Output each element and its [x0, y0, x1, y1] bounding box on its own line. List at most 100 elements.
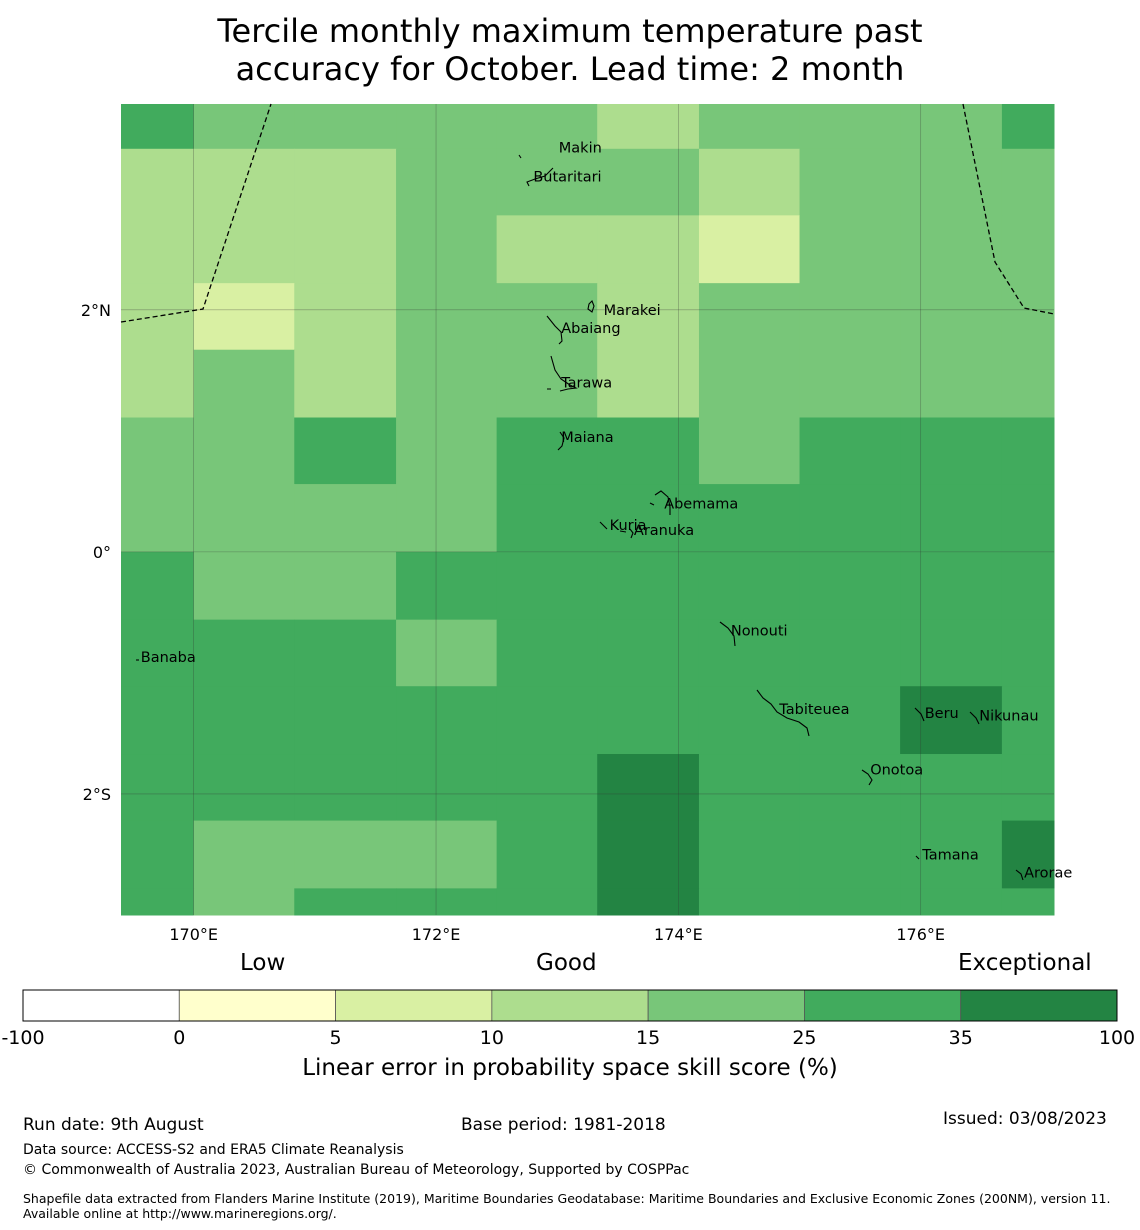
skill-cell — [900, 619, 1003, 687]
skill-cell — [900, 686, 1003, 755]
colorbar-tick-label: -100 — [1, 1027, 44, 1049]
category-exceptional: Exceptional — [958, 950, 1092, 976]
skill-cell — [799, 148, 901, 216]
skill-cell — [799, 888, 901, 916]
island-label: Arorae — [1024, 866, 1072, 882]
skill-cell — [496, 215, 598, 284]
skill-cell — [799, 417, 901, 485]
skill-cell — [294, 148, 397, 216]
data-source: Data source: ACCESS-S2 and ERA5 Climate … — [23, 1142, 404, 1158]
skill-cell — [121, 888, 195, 916]
skill-cell — [496, 754, 598, 822]
island-label: Butaritari — [533, 170, 601, 186]
skill-cell — [193, 888, 295, 916]
skill-cell — [121, 754, 195, 822]
eez-boundaries — [120, 103, 1055, 323]
colorbar-tick-label: 100 — [1099, 1027, 1135, 1049]
skill-cell — [597, 754, 700, 822]
x-tick-label: 176°E — [896, 925, 945, 944]
coast-tabiteuea — [756, 689, 810, 737]
skill-cell — [193, 148, 295, 216]
x-tick-label: 170°E — [169, 925, 218, 944]
skill-cell — [496, 888, 598, 916]
coast-tarawa — [547, 355, 578, 392]
chart-title-line-1: Tercile monthly maximum temperature past — [217, 12, 923, 50]
skill-cell — [396, 215, 498, 284]
run-date: Run date: 9th August — [23, 1115, 204, 1135]
coast-maiana — [557, 431, 565, 451]
island-label: Beru — [925, 706, 959, 722]
skill-cell — [396, 551, 498, 621]
skill-cell — [1001, 686, 1055, 755]
island-label: Marakei — [604, 303, 661, 319]
skill-cell — [698, 619, 801, 687]
skill-cell — [1001, 417, 1055, 485]
skill-cell — [900, 888, 1003, 916]
skill-cell — [597, 686, 700, 755]
island-label: Maiana — [561, 430, 613, 446]
skill-cell — [900, 283, 1003, 351]
y-tick-label: 0° — [93, 543, 111, 562]
skill-cell — [496, 619, 598, 687]
skill-cell — [121, 619, 195, 687]
chart-title-line-2: accuracy for October. Lead time: 2 month — [235, 50, 905, 88]
skill-cell — [396, 686, 498, 755]
skill-cell — [900, 104, 1003, 150]
skill-cell — [1001, 104, 1055, 150]
skill-cell — [900, 215, 1003, 284]
skill-cell — [799, 349, 901, 419]
coast-tamana — [915, 855, 920, 860]
colorbar-frame — [22, 989, 1118, 1022]
skill-cell — [396, 349, 498, 419]
skill-cell — [121, 484, 195, 553]
island-label: Nikunau — [979, 708, 1038, 724]
skill-cell — [496, 104, 598, 150]
coast-butaritari — [526, 167, 554, 187]
skill-cell — [396, 888, 498, 916]
skill-cell — [597, 283, 700, 351]
x-tick-label: 172°E — [412, 925, 461, 944]
skill-cell — [294, 349, 397, 419]
skill-cell — [396, 820, 498, 889]
skill-cell — [496, 148, 598, 216]
skill-cell — [396, 148, 498, 216]
issued-date: Issued: 03/08/2023 — [943, 1109, 1107, 1129]
skill-cell — [597, 619, 700, 687]
skill-cell — [496, 820, 598, 889]
skill-cell — [294, 754, 397, 822]
skill-cell — [396, 484, 498, 553]
eez-boundary-west — [120, 103, 272, 323]
skill-cell — [900, 820, 1003, 889]
colorbar-cell — [960, 989, 1118, 1022]
skill-cell — [193, 215, 295, 284]
colorbar-tick-label: 25 — [792, 1027, 816, 1049]
skill-cell — [900, 551, 1003, 621]
skill-cell — [799, 820, 901, 889]
skill-cell — [597, 349, 700, 419]
skill-cell — [1001, 484, 1055, 553]
skill-cell — [799, 551, 901, 621]
skill-cell — [294, 104, 397, 150]
skill-cell — [799, 619, 901, 687]
skill-cell — [396, 283, 498, 351]
skill-cell — [900, 349, 1003, 419]
skill-map: Makin Butaritari Marakei Abaiang Tarawa Maian… — [81, 103, 1072, 944]
skill-cell — [1001, 148, 1055, 216]
island-coastlines — [136, 154, 1024, 881]
skill-cell — [698, 484, 801, 553]
skill-cell — [799, 104, 901, 150]
skill-cell — [1001, 349, 1055, 419]
skill-cell — [1001, 283, 1055, 351]
coast-abaiang — [546, 315, 563, 345]
category-low: Low — [240, 950, 286, 976]
coast-nikunau — [969, 711, 980, 725]
skill-cell — [193, 417, 295, 485]
skill-cell — [496, 551, 598, 621]
coast-nonouti — [719, 621, 736, 647]
skill-cell — [597, 820, 700, 889]
skill-cell — [698, 417, 801, 485]
colorbar-tick-label: 0 — [173, 1027, 185, 1049]
island-label: Aranuka — [634, 523, 694, 539]
skill-cell — [698, 820, 801, 889]
island-label: Tamana — [921, 847, 978, 863]
